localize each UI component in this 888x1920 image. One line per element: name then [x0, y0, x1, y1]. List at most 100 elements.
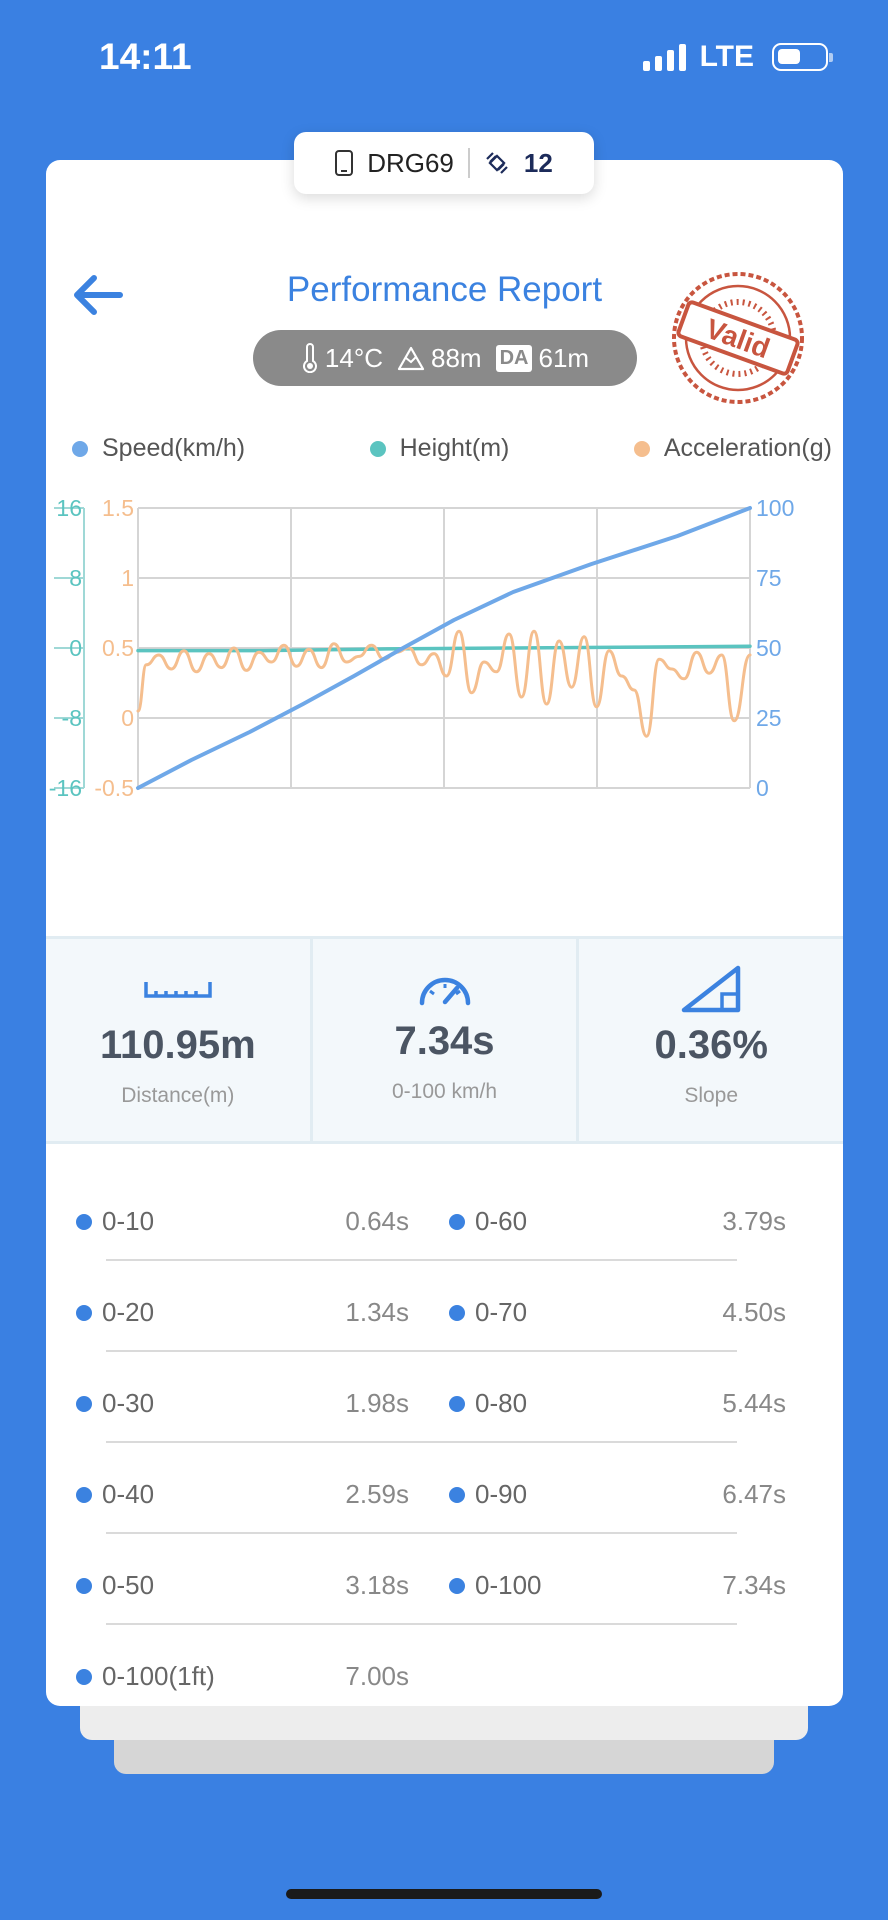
split-value: 7.34s — [722, 1570, 786, 1600]
bullet — [449, 1304, 465, 1321]
legend-label: Speed(km/h) — [102, 434, 246, 462]
legend-item-height: Height(m) — [369, 434, 510, 463]
speed-tick-label: 25 — [756, 705, 782, 731]
split-label-cell: 0-100 — [449, 1570, 542, 1601]
network-type: LTE — [699, 40, 754, 73]
split-value: 1.34s — [345, 1297, 409, 1327]
split-label-cell: 0-60 — [449, 1206, 527, 1237]
stat-value: 0.36% — [654, 1023, 768, 1067]
home-indicator[interactable] — [286, 1889, 602, 1899]
acceleration-tick-label: 0 — [121, 705, 134, 731]
bullet — [76, 1577, 92, 1594]
bullet — [76, 1668, 92, 1685]
split-label: 0-60 — [475, 1206, 528, 1236]
status-time: 14:11 — [99, 36, 192, 77]
valid-stamp: Valid — [672, 272, 804, 404]
satellite-icon — [486, 152, 508, 174]
split-label: 0-40 — [102, 1479, 155, 1509]
da-label: DA — [495, 344, 533, 372]
bullet — [76, 1486, 92, 1503]
row-divider — [106, 1259, 737, 1261]
signal-icon — [642, 43, 686, 71]
environment-pill: 14°C 88m DA 61m — [253, 330, 637, 386]
acceleration-line — [136, 629, 752, 738]
split-value: 7.00s — [345, 1661, 409, 1691]
battery-icon — [772, 43, 833, 71]
split-label-cell: 0-80 — [449, 1388, 527, 1419]
density-altitude-item: DA 61m — [495, 343, 589, 374]
acceleration-tick-label: 1.5 — [102, 495, 134, 521]
satellite-count: 12 — [523, 147, 553, 178]
bullet — [76, 1395, 92, 1412]
bullet — [449, 1577, 465, 1594]
bullet — [449, 1486, 465, 1503]
legend-dot — [633, 440, 650, 457]
row-divider — [106, 1623, 737, 1625]
height-tick-label: 16 — [56, 495, 82, 521]
speed-tick-label: 50 — [756, 635, 782, 661]
legend-item-acceleration: Acceleration(g) — [633, 434, 832, 463]
split-row: 0-50 3.18s 0-100 7.34s — [46, 1534, 843, 1625]
stats-panel: 110.95m Distance(m) 7.34s 0-100 km/h — [46, 936, 843, 1144]
acceleration-tick-label: -0.5 — [94, 775, 134, 801]
split-label: 0-90 — [475, 1479, 528, 1509]
stat-distance: 110.95m Distance(m) — [46, 939, 313, 1141]
stat-time: 7.34s 0-100 km/h — [313, 939, 580, 1141]
temperature-item: 14°C — [301, 343, 383, 374]
stat-label: Slope — [684, 1084, 739, 1107]
split-row: 0-20 1.34s 0-70 4.50s — [46, 1261, 843, 1352]
legend-dot — [369, 440, 386, 457]
altitude-item: 88m — [397, 343, 482, 374]
performance-chart: 16 8 0 -8 -16 1.5 1 0.5 0 -0.5 100 75 50 25 0 — [49, 495, 795, 801]
stat-slope: 0.36% Slope — [579, 939, 843, 1141]
height-tick-label: 0 — [69, 635, 82, 661]
speed-tick-label: 75 — [756, 565, 782, 591]
split-label-cell: 0-100(1ft) — [76, 1661, 215, 1692]
bullet — [449, 1213, 465, 1230]
device-pill[interactable]: DRG69 12 — [294, 132, 594, 194]
split-label: 0-30 — [102, 1388, 155, 1418]
split-label-cell: 0-20 — [76, 1297, 154, 1328]
legend-label: Height(m) — [399, 434, 510, 462]
split-row: 0-100(1ft) 7.00s — [46, 1625, 843, 1706]
split-value: 3.18s — [345, 1570, 409, 1600]
split-label-cell: 0-90 — [449, 1479, 527, 1510]
split-label: 0-20 — [102, 1297, 155, 1327]
altitude-value: 88m — [431, 342, 482, 373]
mountain-icon — [397, 346, 425, 371]
split-label: 0-50 — [102, 1570, 155, 1600]
split-label: 0-100 — [475, 1570, 542, 1600]
bullet — [449, 1395, 465, 1412]
stat-label: Distance(m) — [121, 1084, 235, 1107]
split-label: 0-70 — [475, 1297, 528, 1327]
split-row: 0-40 2.59s 0-90 6.47s — [46, 1443, 843, 1534]
device-name: DRG69 — [367, 147, 454, 178]
split-label: 0-10 — [102, 1206, 155, 1236]
split-value: 3.79s — [722, 1206, 786, 1236]
legend-item-speed: Speed(km/h) — [72, 434, 245, 463]
acceleration-tick-label: 1 — [121, 565, 134, 591]
status-icons: LTE — [642, 40, 833, 74]
back-arrow-icon[interactable] — [68, 270, 128, 320]
acceleration-tick-label: 0.5 — [102, 635, 134, 661]
bullet — [76, 1304, 92, 1321]
speed-line — [136, 506, 752, 790]
divider — [467, 148, 470, 178]
split-value: 5.44s — [722, 1388, 786, 1418]
device-icon — [335, 150, 354, 176]
thermometer-icon — [302, 343, 317, 373]
split-row: 0-30 1.98s 0-80 5.44s — [46, 1352, 843, 1443]
split-value: 2.59s — [345, 1479, 409, 1509]
stat-label: 0-100 km/h — [391, 1080, 498, 1103]
split-label-cell: 0-10 — [76, 1206, 154, 1237]
split-label: 0-80 — [475, 1388, 528, 1418]
report-card: Performance Report 14°C 88m DA 61m — [46, 160, 843, 1706]
slope-icon — [681, 965, 741, 1013]
legend-dot — [72, 440, 88, 457]
split-label-cell: 0-40 — [76, 1479, 154, 1510]
height-tick-label: -8 — [62, 705, 82, 731]
speed-tick-label: 0 — [756, 775, 769, 801]
stat-value: 110.95m — [99, 1023, 256, 1067]
split-times-list: 0-10 0.64s 0-60 3.79s 0-20 1.34s 0-70 4.… — [46, 1170, 843, 1706]
split-label: 0-100(1ft) — [102, 1661, 215, 1691]
